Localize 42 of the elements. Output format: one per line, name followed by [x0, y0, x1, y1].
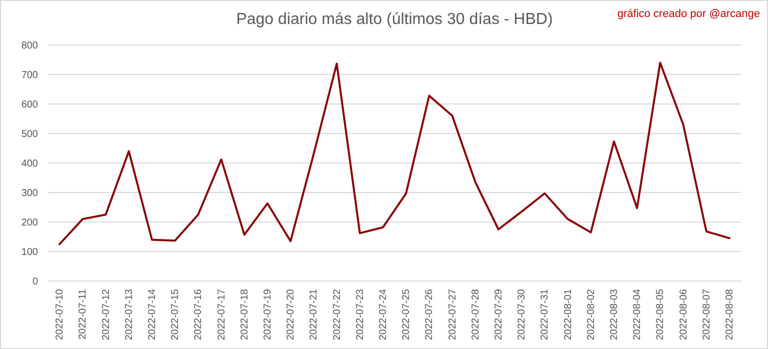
y-tick-label: 700 [21, 70, 38, 81]
y-tick-label: 500 [21, 129, 38, 140]
x-tick-label: 2022-07-17 [216, 288, 228, 340]
x-tick-label: 2022-07-30 [516, 288, 528, 340]
x-tick-label: 2022-07-24 [378, 288, 389, 340]
x-tick-label: 2022-08-07 [701, 288, 712, 340]
x-tick-label: 2022-07-10 [54, 288, 66, 340]
x-tick-label: 2022-07-28 [470, 288, 482, 340]
x-tick-label: 2022-08-02 [586, 288, 597, 340]
x-tick-label: 2022-07-14 [146, 288, 158, 340]
y-tick-label: 300 [21, 188, 38, 199]
x-tick-label: 2022-07-18 [239, 288, 250, 340]
x-tick-label: 2022-07-31 [540, 288, 551, 340]
x-tick-label: 2022-08-06 [678, 288, 690, 340]
x-tick-label: 2022-07-29 [493, 288, 504, 340]
y-tick-label: 0 [32, 276, 38, 288]
y-tick-label: 400 [21, 158, 38, 170]
x-tick-label: 2022-07-25 [401, 288, 412, 340]
x-tick-label: 2022-08-08 [724, 288, 736, 340]
x-tick-label: 2022-08-03 [608, 288, 620, 340]
x-tick-label: 2022-07-21 [308, 288, 320, 340]
x-tick-label: 2022-07-22 [332, 288, 343, 340]
chart-title: Pago diario más alto (últimos 30 días - HBD) [236, 11, 553, 28]
x-tick-label: 2022-07-12 [100, 288, 112, 340]
y-tick-label: 200 [21, 218, 38, 228]
x-tick-label: 2022-07-15 [170, 288, 182, 340]
y-tick-label: 600 [21, 100, 38, 110]
x-tick-label: 2022-07-26 [424, 288, 436, 340]
x-tick-label: 2022-07-23 [354, 288, 366, 340]
x-tick-label: 2022-08-04 [632, 288, 644, 340]
x-tick-label: 2022-07-16 [193, 288, 204, 340]
x-tick-label: 2022-07-19 [262, 288, 274, 340]
x-tick-label: 2022-07-27 [447, 288, 458, 340]
x-tick-label: 2022-08-01 [562, 288, 574, 340]
x-tick-label: 2022-07-13 [124, 288, 135, 340]
x-tick-label: 2022-07-11 [78, 288, 89, 340]
text: gráfico creado por @arcange [617, 8, 760, 20]
y-tick-label: 100 [21, 247, 38, 258]
y-tick-label: 800 [21, 40, 38, 52]
x-tick-label: 2022-08-05 [655, 288, 666, 340]
x-tick-label: 2022-07-20 [286, 288, 297, 340]
line-series [58, 62, 730, 246]
